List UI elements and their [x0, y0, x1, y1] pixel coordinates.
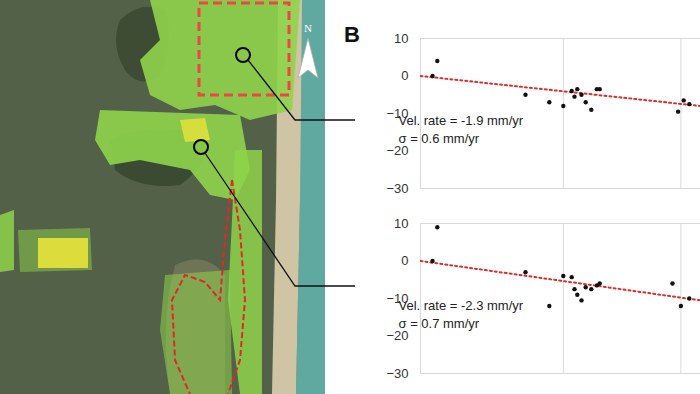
- svg-text:−10: −10: [386, 105, 409, 121]
- svg-text:σ = 0.7 mm/yr: σ = 0.7 mm/yr: [399, 316, 480, 331]
- svg-text:−30: −30: [386, 181, 408, 196]
- svg-text:−10: −10: [386, 290, 409, 306]
- svg-text:−20: −20: [386, 328, 409, 344]
- svg-text:Vel. rate = -1.9 mm/yr: Vel. rate = -1.9 mm/yr: [399, 113, 524, 128]
- svg-text:10: 10: [394, 216, 408, 231]
- svg-text:0: 0: [401, 253, 408, 268]
- svg-text:−20: −20: [386, 143, 409, 159]
- svg-text:Vel. rate = -2.3 mm/yr: Vel. rate = -2.3 mm/yr: [399, 298, 524, 313]
- svg-text:N: N: [304, 22, 312, 34]
- svg-text:σ = 0.6 mm/yr: σ = 0.6 mm/yr: [399, 131, 480, 146]
- svg-text:0: 0: [401, 68, 408, 83]
- svg-text:−30: −30: [386, 366, 408, 381]
- html-text:B: B: [344, 22, 360, 47]
- svg-text:10: 10: [394, 31, 408, 46]
